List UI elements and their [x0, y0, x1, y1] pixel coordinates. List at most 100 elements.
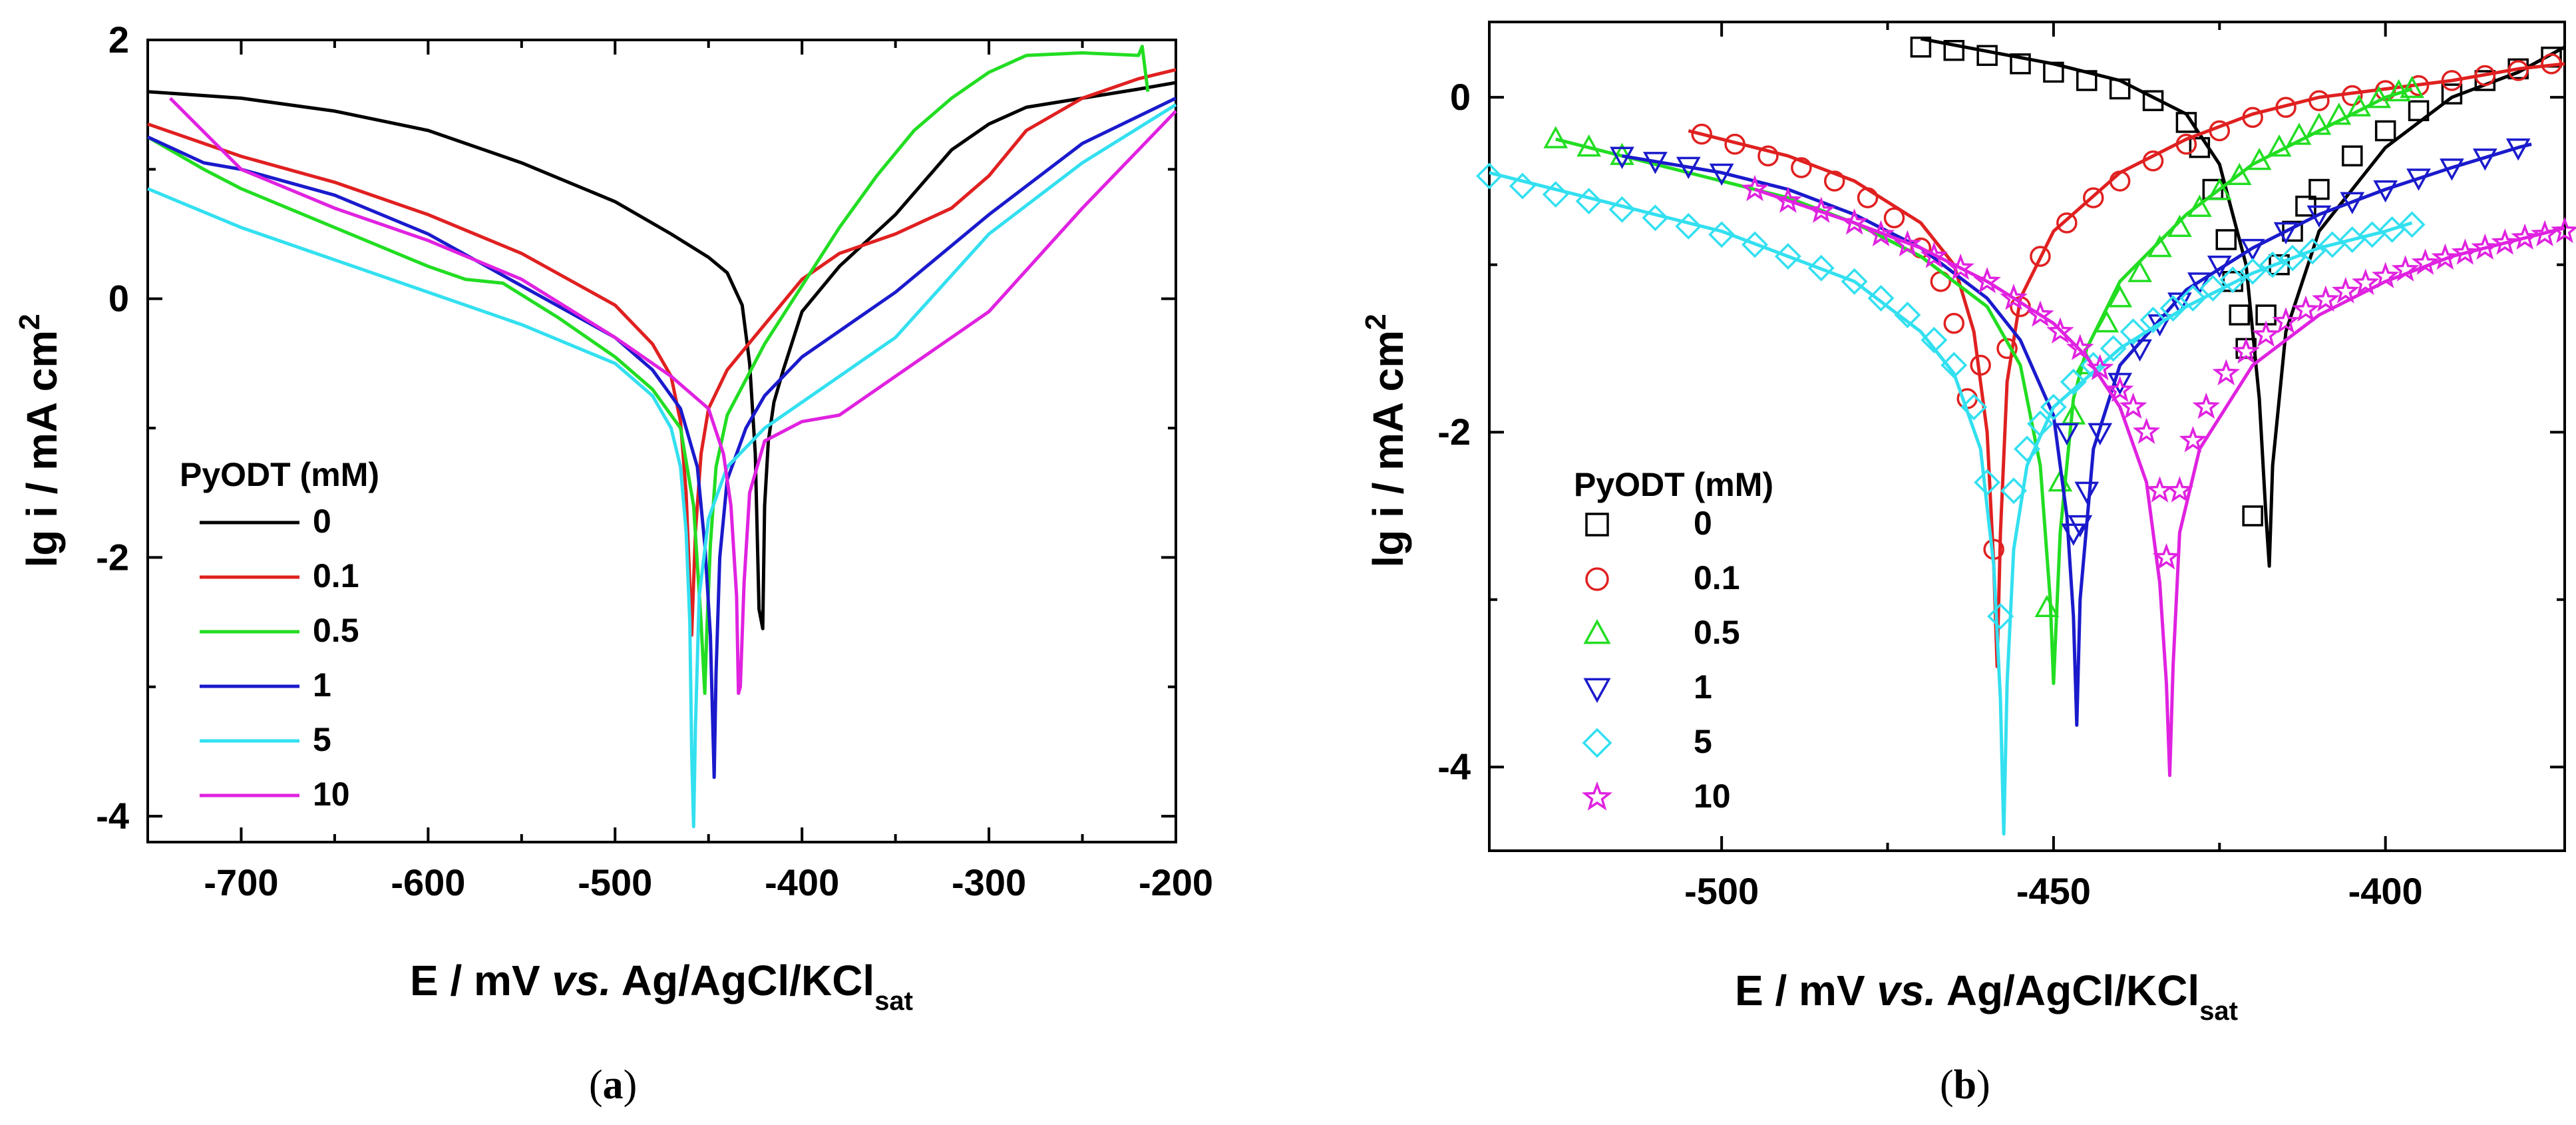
series-0-point — [2142, 90, 2164, 111]
series-0-point — [2175, 112, 2197, 133]
series-0.1-point — [2056, 212, 2078, 234]
series-5-point — [2159, 295, 2187, 322]
series-5-point — [1708, 221, 1736, 248]
series-0.1-point — [1857, 187, 1879, 208]
panel-a-x-ticks: -700 -600 -500 -400 -300 -200 — [204, 40, 1213, 903]
series-10-point — [1774, 186, 1802, 213]
series-0.1-point — [2030, 246, 2051, 267]
series-0-line — [147, 81, 1177, 630]
panel-a-y-axis-title: lg i / mA cm2 — [13, 314, 66, 567]
series-0.1-point — [1791, 157, 1812, 178]
series-5-point — [2040, 393, 2067, 421]
series-0.5-point — [2400, 75, 2424, 99]
series-0.5-point — [1610, 142, 1634, 165]
series-5-point — [1509, 172, 1536, 200]
series-1-point — [1610, 146, 1634, 169]
series-0.1-point — [2474, 65, 2496, 87]
legend-0.5-marker — [1583, 618, 1611, 644]
series-5-point — [1807, 254, 1835, 282]
series-10-point — [2066, 334, 2094, 361]
series-0-point — [2342, 145, 2363, 166]
series-10-point — [2026, 300, 2054, 327]
series-0-point — [1910, 36, 1932, 58]
series-1-point — [2088, 423, 2113, 445]
series-5-point — [2199, 274, 2227, 302]
legend-1-marker — [1583, 678, 1611, 704]
series-0.5-point — [2127, 260, 2152, 282]
series-10-point — [2312, 285, 2340, 312]
series-0-point — [2408, 100, 2430, 122]
legend-0.1-label: 0.1 — [313, 557, 359, 594]
series-10-point — [2531, 220, 2559, 247]
series-1-point — [2207, 256, 2232, 278]
panel-b-chart: -500 -450 -400 -4 -2 0 E / mV vs. Ag/AgCl/KC… — [1360, 21, 2576, 1108]
series-5-point — [1960, 393, 1988, 421]
series-5-line — [147, 103, 1177, 829]
series-0.1-point — [1823, 170, 1845, 192]
y-tick-label: -4 — [1437, 746, 1471, 788]
series-0.5-point — [2366, 85, 2392, 109]
series-10-point — [2165, 476, 2194, 503]
series-0.1-point — [1691, 123, 1712, 145]
legend-1-label: 1 — [1694, 668, 1712, 706]
series-5-point — [2026, 410, 2054, 437]
panel-a-series — [146, 45, 1177, 829]
legend-0.1-marker — [1585, 567, 1609, 591]
legend-10-label: 10 — [313, 776, 350, 813]
series-10-point — [2471, 233, 2499, 260]
legend-0.5-label: 0.5 — [313, 612, 359, 649]
series-10-point — [2145, 476, 2174, 503]
x-tick-label: -500 — [578, 861, 652, 903]
series-0.5-line — [146, 45, 1150, 695]
legend-5-label: 5 — [1694, 723, 1712, 760]
series-0-point — [1976, 45, 1998, 67]
panel-b-plot-frame — [1488, 21, 2566, 852]
series-1-point — [2068, 515, 2093, 538]
legend-0-label: 0 — [313, 503, 331, 540]
x-tick-label: -200 — [1139, 861, 1213, 903]
x-tick-label: -500 — [1684, 870, 1759, 912]
series-0.5-point — [2306, 112, 2332, 135]
series-0.1-point — [2083, 187, 2104, 208]
series-0-point — [2189, 136, 2211, 158]
series-0.1-point — [2109, 170, 2131, 192]
series-5-point — [1841, 268, 1868, 295]
series-10-point — [2331, 277, 2360, 304]
panel-b-x-axis-title: E / mV vs. Ag/AgCl/KClsat — [1735, 967, 2238, 1026]
series-5-point — [1742, 231, 1768, 258]
panel-a-plot-frame — [146, 39, 1177, 843]
series-10-point — [1867, 220, 1895, 247]
panel-b-series — [1476, 36, 2576, 836]
series-5-point — [1675, 212, 1702, 240]
series-5-point — [1642, 204, 1669, 232]
x-tick-label: -700 — [204, 861, 278, 903]
series-0.5-point — [2227, 162, 2252, 186]
series-0-point — [2441, 83, 2463, 105]
series-0.1-point — [1883, 207, 1905, 229]
panel-a-x-axis-title: E / mV vs. Ag/AgCl/KClsat — [410, 957, 913, 1016]
series-0-point — [2043, 61, 2064, 83]
series-1-fit-line — [1622, 142, 2532, 727]
series-10-point — [1973, 266, 2001, 294]
series-0.1-point — [2507, 60, 2529, 81]
series-10-point — [2132, 417, 2161, 444]
x-tick-label: -400 — [2348, 870, 2423, 912]
panel-b-label: (b) — [1940, 1062, 1990, 1108]
panel-a-legend-title: PyODT (mM) — [180, 456, 379, 493]
series-0.1-point — [2541, 53, 2562, 75]
panel-a-chart: -700 -600 -500 -400 -300 -200 -4 -2 0 2 E / mV v… — [13, 19, 1213, 1108]
y-tick-label: -2 — [1437, 411, 1471, 453]
series-5-point — [1608, 196, 1636, 223]
series-1-point — [2306, 205, 2332, 228]
series-0.1-point — [2142, 150, 2164, 172]
legend-1-label: 1 — [313, 666, 331, 704]
series-0.5-point — [2167, 214, 2192, 238]
panel-b-legend: PyODT (mM) 0 0.1 0.5 1 5 10 — [1574, 466, 1773, 815]
series-0.5-point — [2094, 310, 2119, 333]
series-0-point — [1943, 40, 1965, 61]
series-5-point — [1476, 162, 1503, 190]
series-0.5-point — [2287, 122, 2312, 145]
series-5-point — [2100, 335, 2127, 362]
series-5-fit-line — [1489, 170, 2413, 836]
panel-b-x-ticks: -500 -450 -400 — [1684, 22, 2423, 912]
